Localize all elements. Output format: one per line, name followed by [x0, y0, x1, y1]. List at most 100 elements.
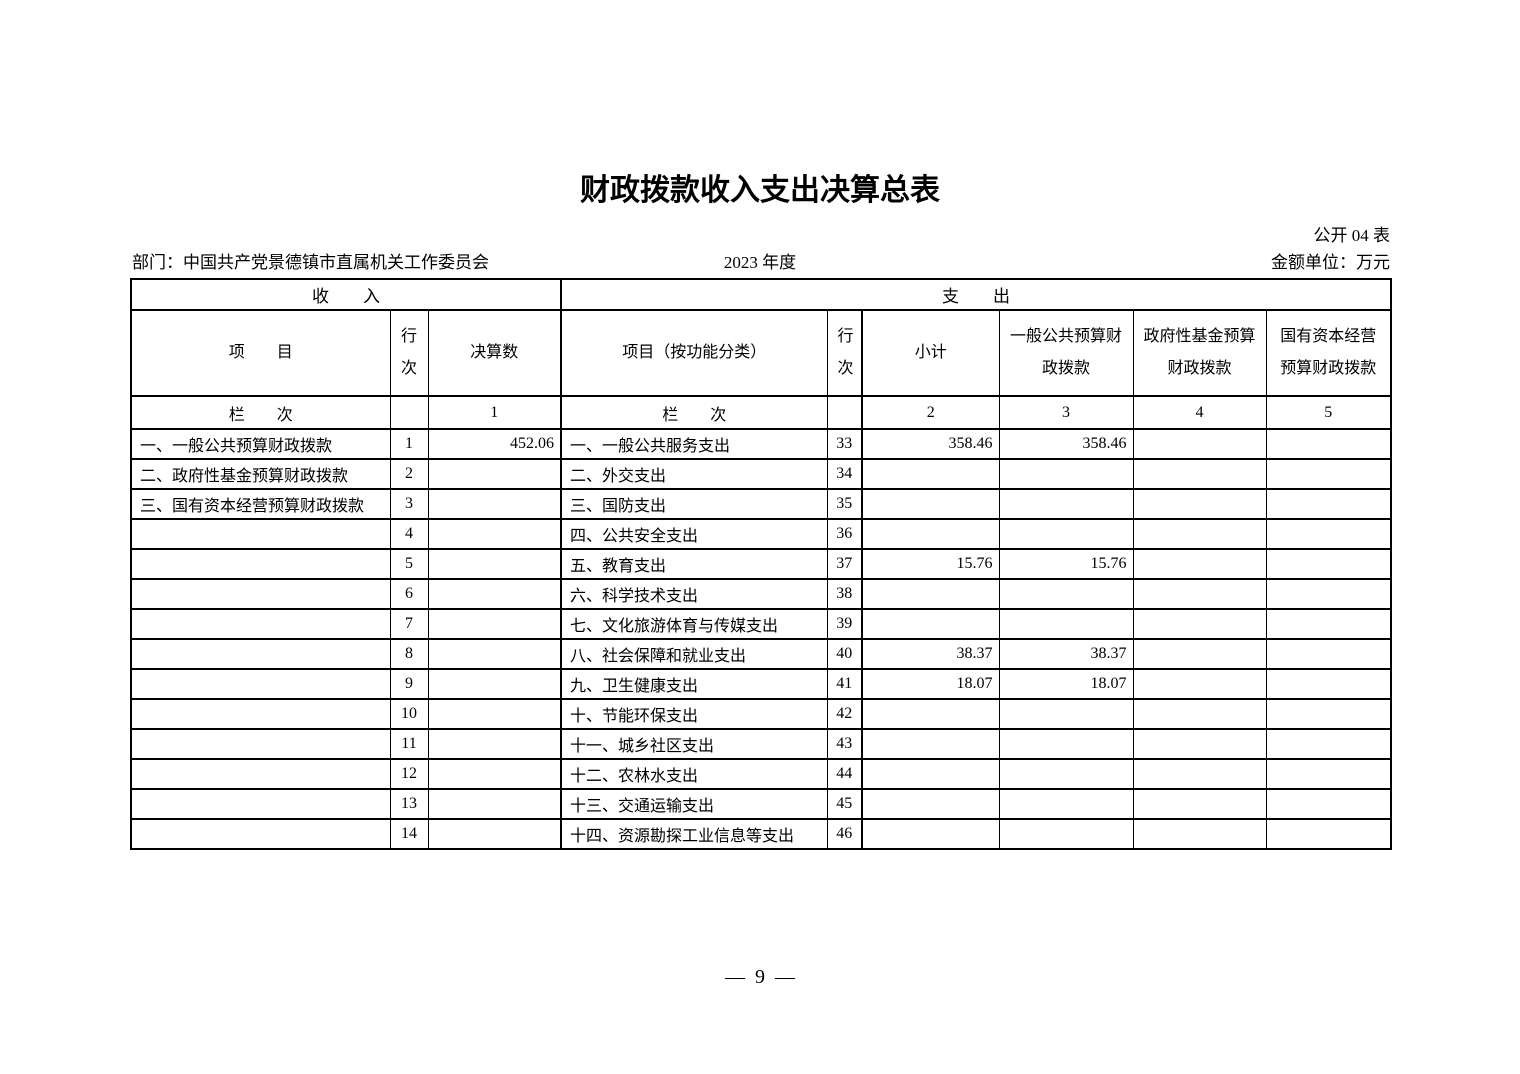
- income-value-cell: [427, 518, 562, 550]
- page-number: — 9 —: [725, 966, 795, 988]
- subtotal-cell: 358.46: [861, 428, 1000, 460]
- expense-rownum-cell: 42: [826, 698, 863, 730]
- state-capital-cell: [1265, 458, 1392, 490]
- gov-fund-cell: [1132, 578, 1267, 610]
- general-budget-cell: [998, 488, 1134, 520]
- index-income-label: 栏 次: [130, 395, 391, 430]
- general-budget-cell: 38.37: [998, 638, 1134, 670]
- expense-item-cell: 六、科学技术支出: [560, 578, 828, 610]
- income-value-cell: [427, 668, 562, 700]
- expense-item-cell: 一、一般公共服务支出: [560, 428, 828, 460]
- general-budget-cell: [998, 788, 1134, 820]
- gov-fund-cell: [1132, 728, 1267, 760]
- state-capital-cell: [1265, 698, 1392, 730]
- section-header-expense: 支 出: [560, 278, 1392, 311]
- col-header-gov-fund: 政府性基金预算财政拨款: [1132, 309, 1267, 397]
- income-item-cell: [130, 728, 391, 760]
- expense-rownum-cell: 35: [826, 488, 863, 520]
- general-budget-cell: [998, 518, 1134, 550]
- subtotal-cell: [861, 788, 1000, 820]
- income-item-cell: [130, 608, 391, 640]
- expense-item-cell: 四、公共安全支出: [560, 518, 828, 550]
- expense-rownum-cell: 45: [826, 788, 863, 820]
- fiscal-table: 收 入 支 出 项 目 行 次 决算数 项目（按功能分类） 行 次 小计 一般公…: [130, 278, 1393, 850]
- state-capital-cell: [1265, 638, 1392, 670]
- income-item-cell: [130, 818, 391, 850]
- expense-rownum-cell: 37: [826, 548, 863, 580]
- subtotal-cell: [861, 818, 1000, 850]
- index-expense-label: 栏 次: [560, 395, 828, 430]
- income-rownum-cell: 4: [389, 518, 429, 550]
- subtotal-cell: 38.37: [861, 638, 1000, 670]
- state-capital-cell: [1265, 428, 1392, 460]
- table-row: 4 四、公共安全支出 36: [130, 518, 1392, 550]
- income-value-cell: [427, 488, 562, 520]
- general-budget-cell: 18.07: [998, 668, 1134, 700]
- income-item-cell: [130, 548, 391, 580]
- income-item-cell: [130, 698, 391, 730]
- state-capital-cell: [1265, 758, 1392, 790]
- page-title: 财政拨款收入支出决算总表: [580, 174, 940, 207]
- col-header-expense-item: 项目（按功能分类）: [560, 309, 828, 397]
- income-rownum-cell: 10: [389, 698, 429, 730]
- col-header-general-budget: 一般公共预算财政拨款: [998, 309, 1134, 397]
- income-item-cell: [130, 578, 391, 610]
- income-value-cell: [427, 578, 562, 610]
- subtotal-cell: [861, 488, 1000, 520]
- income-value-cell: [427, 818, 562, 850]
- table-row: 三、国有资本经营预算财政拨款 3 三、国防支出 35: [130, 488, 1392, 520]
- general-budget-cell: [998, 608, 1134, 640]
- gov-fund-cell: [1132, 758, 1267, 790]
- col-header-income-rownum: 行 次: [389, 309, 429, 397]
- income-value-cell: [427, 458, 562, 490]
- column-index-row: 栏 次 1 栏 次 2 3 4 5: [130, 395, 1392, 430]
- general-budget-cell: 15.76: [998, 548, 1134, 580]
- gov-fund-cell: [1132, 518, 1267, 550]
- col-header-income-value: 决算数: [427, 309, 562, 397]
- income-rownum-cell: 3: [389, 488, 429, 520]
- income-item-cell: [130, 518, 391, 550]
- income-value-cell: [427, 638, 562, 670]
- expense-item-cell: 十二、农林水支出: [560, 758, 828, 790]
- table-row: 13 十三、交通运输支出 45: [130, 788, 1392, 820]
- income-rownum-cell: 8: [389, 638, 429, 670]
- general-budget-cell: [998, 818, 1134, 850]
- income-rownum-cell: 2: [389, 458, 429, 490]
- income-rownum-cell: 5: [389, 548, 429, 580]
- income-item-cell: 三、国有资本经营预算财政拨款: [130, 488, 391, 520]
- state-capital-cell: [1265, 728, 1392, 760]
- section-header-row: 收 入 支 出: [130, 278, 1392, 311]
- gov-fund-cell: [1132, 458, 1267, 490]
- col-header-expense-rownum: 行 次: [826, 309, 863, 397]
- table-row: 6 六、科学技术支出 38: [130, 578, 1392, 610]
- income-rownum-cell: 14: [389, 818, 429, 850]
- gov-fund-cell: [1132, 668, 1267, 700]
- expense-item-cell: 三、国防支出: [560, 488, 828, 520]
- state-capital-cell: [1265, 818, 1392, 850]
- gov-fund-cell: [1132, 548, 1267, 580]
- expense-item-cell: 五、教育支出: [560, 548, 828, 580]
- index-general-budget: 3: [998, 395, 1134, 430]
- general-budget-cell: [998, 578, 1134, 610]
- income-rownum-cell: 6: [389, 578, 429, 610]
- expense-rownum-cell: 43: [826, 728, 863, 760]
- subtotal-cell: [861, 578, 1000, 610]
- income-rownum-cell: 11: [389, 728, 429, 760]
- general-budget-cell: [998, 698, 1134, 730]
- index-expense-rownum: [826, 395, 863, 430]
- gov-fund-cell: [1132, 788, 1267, 820]
- section-header-income: 收 入: [130, 278, 562, 311]
- index-gov-fund: 4: [1132, 395, 1267, 430]
- gov-fund-cell: [1132, 428, 1267, 460]
- general-budget-cell: [998, 758, 1134, 790]
- table-row: 11 十一、城乡社区支出 43: [130, 728, 1392, 760]
- income-item-cell: 二、政府性基金预算财政拨款: [130, 458, 391, 490]
- gov-fund-cell: [1132, 698, 1267, 730]
- general-budget-cell: [998, 728, 1134, 760]
- general-budget-cell: 358.46: [998, 428, 1134, 460]
- expense-item-cell: 二、外交支出: [560, 458, 828, 490]
- table-row: 二、政府性基金预算财政拨款 2 二、外交支出 34: [130, 458, 1392, 490]
- state-capital-cell: [1265, 518, 1392, 550]
- income-rownum-cell: 1: [389, 428, 429, 460]
- expense-rownum-cell: 36: [826, 518, 863, 550]
